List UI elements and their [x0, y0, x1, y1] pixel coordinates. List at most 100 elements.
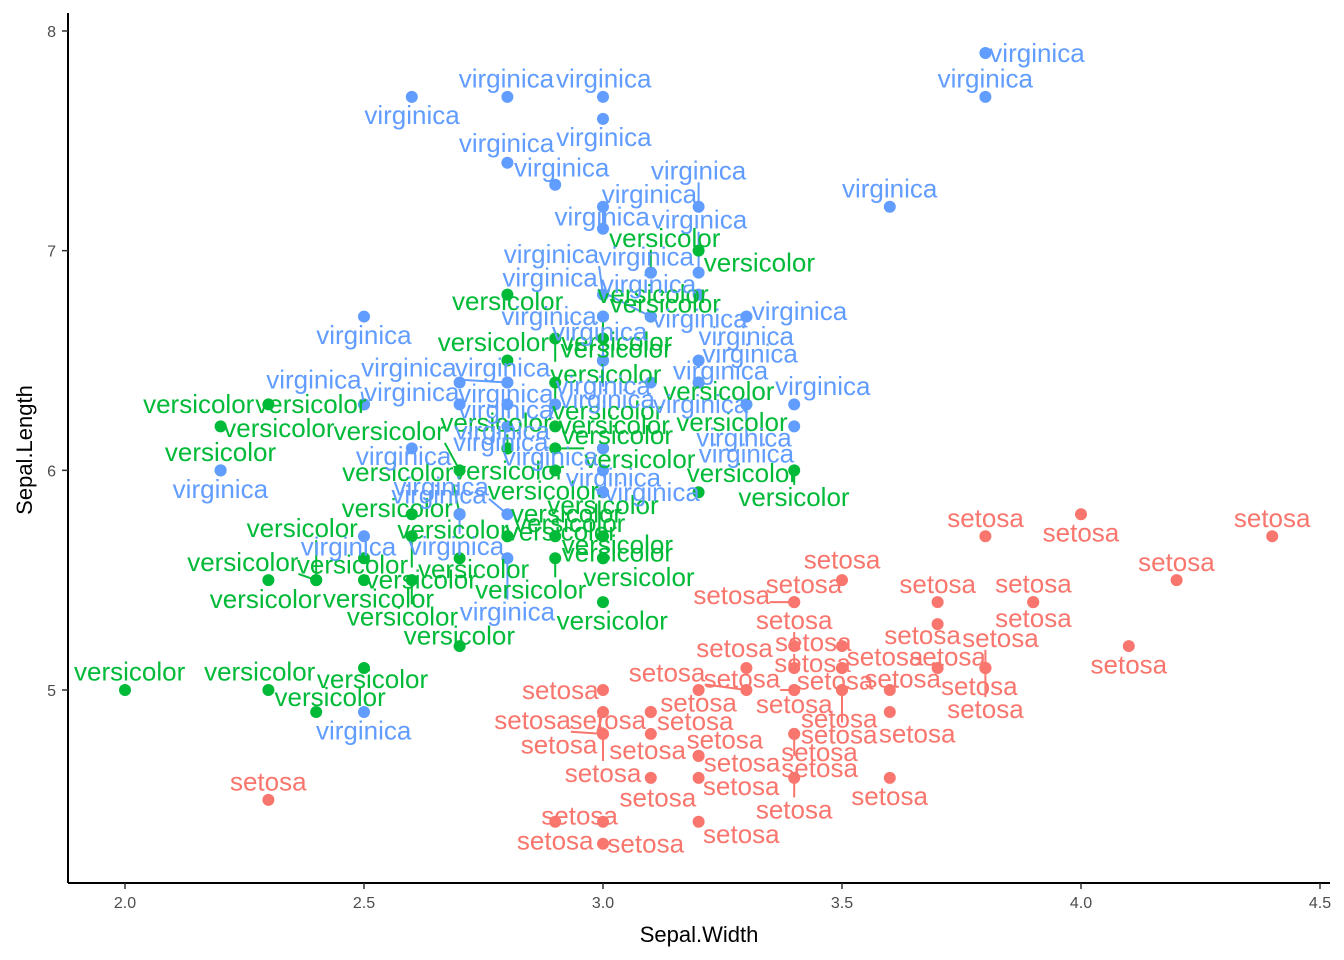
data-point-versicolor [453, 552, 466, 565]
point-label-versicolor: versicolor [738, 482, 850, 512]
point-label-virginica: virginica [453, 427, 549, 457]
point-label-setosa: setosa [781, 737, 858, 767]
data-point-virginica [358, 310, 370, 323]
data-point-virginica [740, 398, 753, 411]
data-point-virginica [549, 398, 562, 411]
point-label-virginica: virginica [752, 296, 848, 326]
data-point-setosa [788, 727, 801, 740]
point-label-virginica: virginica [566, 462, 662, 492]
point-label-versicolor: versicolor [74, 657, 186, 687]
x-tick-label: 3.5 [831, 895, 853, 912]
point-label-setosa: setosa [851, 781, 928, 811]
data-point-setosa [597, 837, 609, 850]
point-label-virginica: virginica [502, 262, 598, 292]
point-label-virginica: virginica [316, 716, 412, 746]
point-label-versicolor: versicolor [559, 410, 671, 440]
data-point-setosa [1027, 596, 1040, 609]
data-point-versicolor [692, 244, 705, 257]
point-label-setosa: setosa [941, 671, 1018, 701]
point-label-virginica: virginica [556, 122, 652, 152]
data-point-virginica [597, 486, 609, 499]
point-label-virginica: virginica [989, 38, 1085, 68]
point-label-setosa: setosa [995, 569, 1072, 599]
data-point-setosa [788, 662, 801, 675]
point-label-versicolor: versicolor [475, 574, 587, 604]
x-ticks: 2.0 2.5 3.0 3.5 4.0 4.5 [114, 883, 1331, 912]
data-point-virginica [597, 90, 609, 103]
data-point-virginica [501, 508, 514, 521]
point-label-virginica: virginica [652, 205, 748, 235]
data-point-setosa [262, 793, 275, 806]
point-label-setosa: setosa [522, 675, 599, 705]
data-point-setosa [931, 618, 944, 631]
data-point-virginica [597, 442, 609, 455]
point-label-versicolor: versicolor [452, 286, 564, 316]
point-label-versicolor: versicolor [561, 327, 673, 357]
data-point-versicolor [119, 684, 131, 696]
point-label-setosa: setosa [230, 767, 307, 797]
point-label-virginica: virginica [514, 152, 610, 182]
point-label-virginica: virginica [361, 353, 457, 383]
data-point-virginica [214, 464, 227, 477]
point-label-setosa: setosa [804, 545, 881, 575]
x-tick-label: 3.0 [592, 895, 614, 912]
data-points [119, 46, 1279, 850]
data-point-setosa [979, 662, 992, 675]
point-label-versicolor: versicolor [438, 327, 550, 357]
data-point-setosa [931, 662, 944, 675]
point-label-setosa: setosa [657, 706, 734, 736]
data-point-versicolor [453, 464, 466, 477]
x-tick-label: 4.5 [1309, 895, 1331, 912]
data-point-virginica [501, 420, 514, 433]
point-label-versicolor: versicolor [204, 657, 316, 687]
data-point-versicolor [549, 552, 562, 565]
point-label-setosa: setosa [864, 664, 941, 694]
data-point-setosa [788, 640, 801, 653]
point-label-versicolor: versicolor [342, 457, 454, 487]
point-label-setosa: setosa [1234, 503, 1311, 533]
data-point-setosa [979, 530, 992, 543]
point-label-setosa: setosa [847, 642, 924, 672]
point-label-versicolor: versicolor [506, 517, 618, 547]
point-label-virginica: virginica [651, 155, 747, 185]
point-label-setosa: setosa [781, 753, 858, 783]
data-point-setosa [692, 771, 705, 784]
data-point-virginica [597, 200, 609, 213]
y-tick-label: 7 [47, 244, 56, 261]
point-label-versicolor: versicolor [323, 583, 435, 613]
point-label-versicolor: versicolor [255, 389, 367, 419]
point-label-virginica: virginica [503, 442, 599, 472]
data-point-setosa [597, 684, 609, 696]
data-point-virginica [549, 178, 562, 191]
point-label-versicolor: versicolor [334, 416, 446, 446]
point-label-virginica: virginica [842, 173, 938, 203]
x-tick-label: 4.0 [1070, 895, 1092, 912]
point-label-versicolor: versicolor [557, 605, 669, 635]
data-point-virginica [788, 398, 801, 411]
data-point-virginica [597, 464, 609, 477]
data-point-versicolor [549, 442, 562, 455]
point-label-setosa: setosa [756, 689, 833, 719]
data-point-virginica [453, 508, 466, 521]
point-label-versicolor: versicolor [275, 682, 387, 712]
data-point-versicolor [597, 332, 609, 345]
point-label-versicolor: versicolor [488, 476, 600, 506]
point-label-virginica: virginica [301, 532, 397, 562]
data-point-versicolor [788, 464, 801, 477]
point-label-setosa: setosa [660, 687, 737, 717]
data-point-versicolor [310, 705, 323, 718]
point-label-versicolor: versicolor [552, 396, 664, 426]
data-point-virginica [501, 398, 514, 411]
point-label-virginica: virginica [364, 100, 460, 130]
point-label-setosa: setosa [801, 704, 878, 734]
point-label-setosa: setosa [899, 569, 976, 599]
point-label-virginica: virginica [266, 365, 362, 395]
point-label-setosa: setosa [756, 605, 833, 635]
point-label-versicolor: versicolor [687, 458, 799, 488]
data-point-virginica [644, 310, 657, 323]
point-label-versicolor: versicolor [418, 554, 530, 584]
point-label-setosa: setosa [607, 829, 684, 859]
data-point-setosa [740, 684, 753, 696]
point-label-setosa: setosa [995, 603, 1072, 633]
